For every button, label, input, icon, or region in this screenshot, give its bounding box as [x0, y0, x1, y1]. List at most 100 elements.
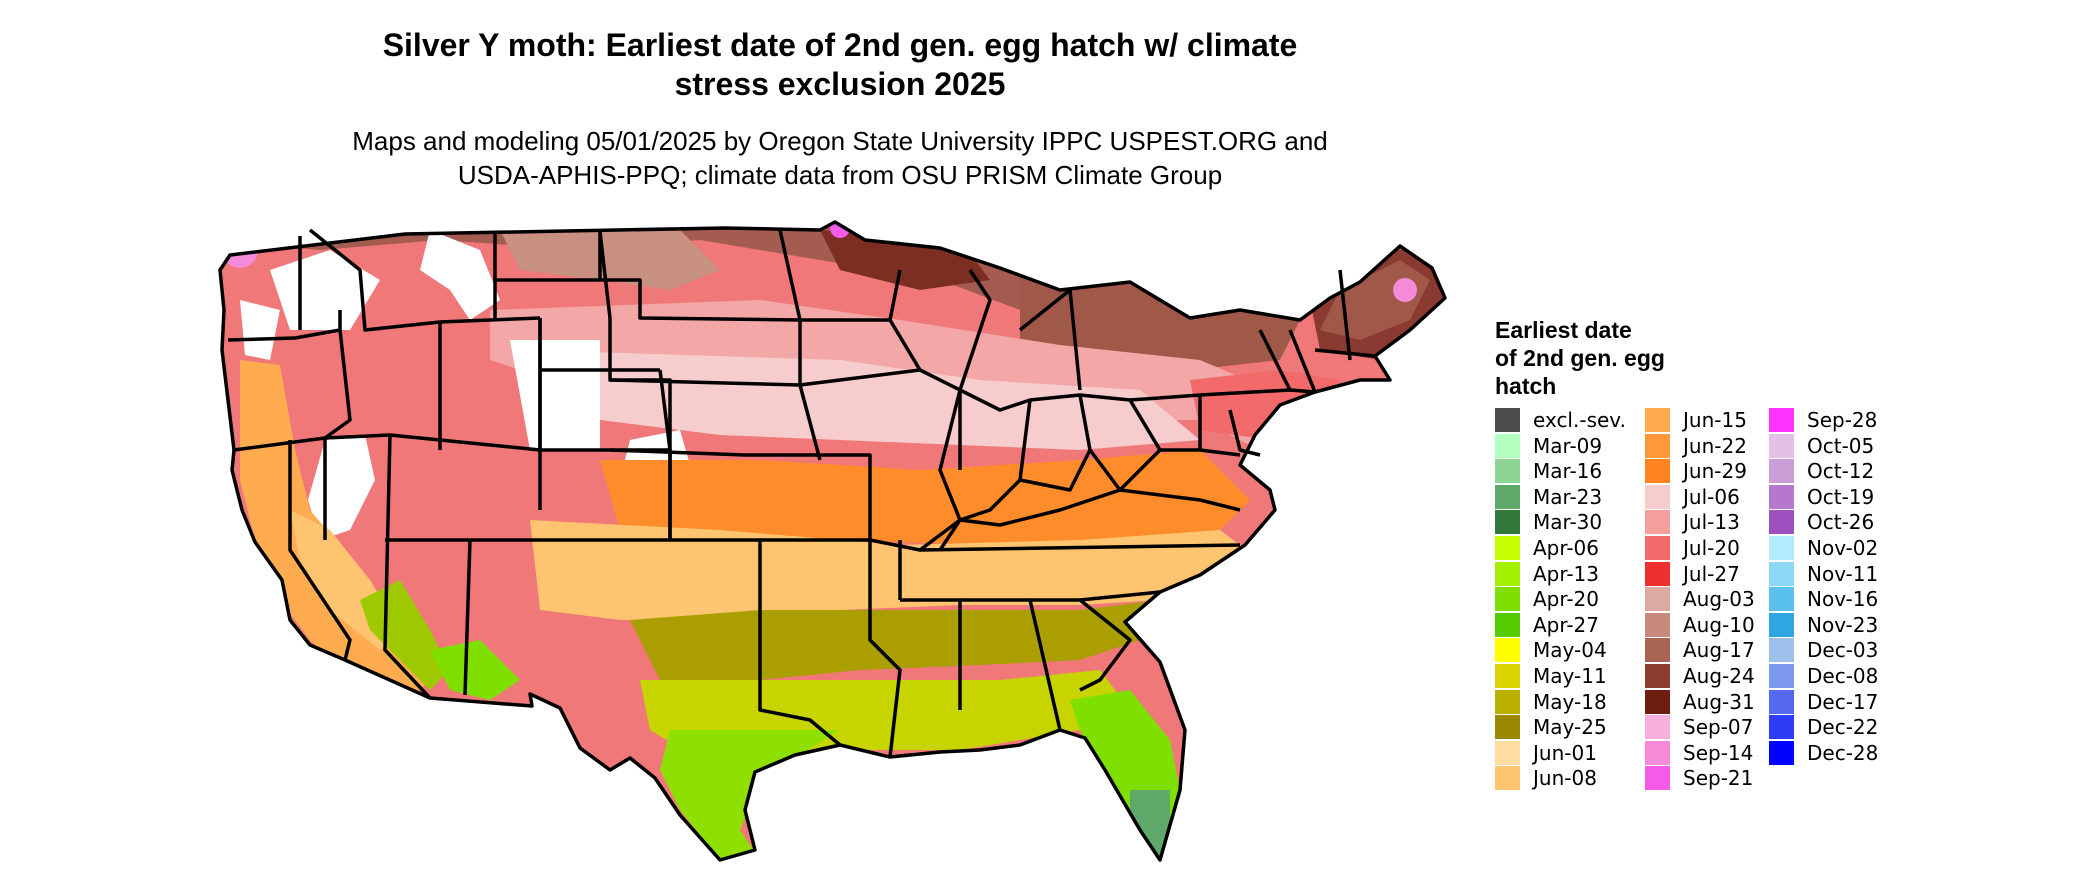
legend-swatch: [1769, 433, 1794, 458]
legend-label: Mar-30: [1533, 510, 1603, 535]
legend-label: Sep-28: [1807, 408, 1878, 432]
legend-swatch: [1495, 612, 1520, 637]
legend-swatch: [1769, 510, 1794, 535]
legend-title: Earliest date of 2nd gen. egg hatch: [1495, 316, 1725, 400]
legend-label: May-11: [1533, 664, 1607, 688]
legend-swatch: [1495, 561, 1520, 586]
legend-swatch: [1645, 689, 1670, 714]
legend-swatch: [1495, 433, 1520, 458]
legend-swatch: [1495, 638, 1520, 663]
legend-label: Jul-27: [1683, 561, 1740, 586]
map-subtitle-line-2: USDA-APHIS-PPQ; climate data from OSU PR…: [457, 160, 1223, 190]
legend-swatch: [1495, 740, 1520, 765]
map-title-line-2: stress exclusion 2025: [674, 66, 1006, 102]
legend-swatch: [1645, 536, 1670, 560]
us-map: [218, 220, 1447, 862]
legend-label: Mar-23: [1533, 484, 1603, 509]
legend-swatch: [1769, 459, 1794, 484]
legend-label: Mar-16: [1533, 459, 1603, 484]
legend-label: Jun-15: [1683, 408, 1747, 432]
legend-label: Oct-19: [1807, 484, 1875, 509]
legend-swatch: [1495, 484, 1520, 509]
legend-swatch: [1645, 561, 1670, 586]
legend-title-line-2: of 2nd gen. egg: [1495, 345, 1665, 371]
legend-swatch: [1645, 638, 1670, 663]
legend-label: Nov-23: [1807, 612, 1879, 637]
legend-label: Jun-08: [1533, 766, 1597, 791]
map-subtitle: Maps and modeling 05/01/2025 by Oregon S…: [300, 124, 1380, 192]
legend-swatch: [1645, 433, 1670, 458]
legend-swatch: [1769, 408, 1794, 432]
legend-label: Jun-22: [1683, 433, 1747, 458]
legend-label: May-18: [1533, 689, 1607, 714]
legend-label: Aug-31: [1683, 689, 1755, 714]
legend-swatch: [1495, 408, 1520, 432]
legend-label: Jul-06: [1683, 484, 1740, 509]
legend-title-line-3: hatch: [1495, 373, 1557, 399]
legend-label: Mar-09: [1533, 433, 1603, 458]
legend-label: excl.-sev.: [1533, 408, 1626, 432]
legend-swatch: [1769, 561, 1794, 586]
legend-swatch: [1645, 664, 1670, 688]
legend-swatch: [1495, 715, 1520, 740]
legend-label: Nov-02: [1807, 536, 1879, 560]
legend-label: Sep-14: [1683, 740, 1754, 765]
legend-swatch: [1645, 612, 1670, 637]
legend-label: Apr-13: [1533, 561, 1599, 586]
legend-swatch: [1495, 510, 1520, 535]
legend-swatch: [1495, 664, 1520, 688]
legend-label: Dec-22: [1807, 715, 1879, 740]
legend-swatch: [1769, 536, 1794, 560]
legend-label: Dec-17: [1807, 689, 1879, 714]
legend-label: Sep-21: [1683, 766, 1754, 791]
legend-swatch: [1495, 536, 1520, 560]
legend-swatch: [1645, 459, 1670, 484]
legend-swatch: [1645, 484, 1670, 509]
map-title-line-1: Silver Y moth: Earliest date of 2nd gen.…: [382, 27, 1298, 63]
legend-swatch: [1645, 740, 1670, 765]
legend-label: Aug-24: [1683, 664, 1755, 688]
legend-label: Jun-01: [1533, 740, 1597, 765]
legend-label: Sep-07: [1683, 715, 1754, 740]
legend-label: Oct-26: [1807, 510, 1875, 535]
legend-label: Aug-17: [1683, 638, 1755, 663]
legend-swatch: [1769, 612, 1794, 637]
legend-swatch: [1769, 484, 1794, 509]
legend-swatch: [1769, 689, 1794, 714]
us-land-raster: [220, 222, 1445, 860]
legend-label: May-25: [1533, 715, 1607, 740]
legend-swatch: [1769, 587, 1794, 612]
state-boundaries: [218, 220, 1447, 862]
legend-label: Jun-29: [1683, 459, 1747, 484]
legend-label: Dec-08: [1807, 664, 1879, 688]
legend-title-line-1: Earliest date: [1495, 317, 1632, 343]
legend-swatch: [1769, 664, 1794, 688]
legend-label: Apr-06: [1533, 536, 1599, 560]
legend-label: Aug-10: [1683, 612, 1755, 637]
legend-label: Aug-03: [1683, 587, 1755, 612]
legend-swatch: [1645, 510, 1670, 535]
legend-swatch: [1645, 408, 1670, 432]
legend-swatch: [1645, 715, 1670, 740]
legend-label: Apr-27: [1533, 612, 1599, 637]
legend-label: Jul-13: [1683, 510, 1740, 535]
legend-swatch: [1645, 766, 1670, 791]
legend-swatch: [1495, 459, 1520, 484]
legend-label: Nov-11: [1807, 561, 1879, 586]
legend-label: Jul-20: [1683, 536, 1740, 560]
legend-swatch: [1769, 715, 1794, 740]
legend-swatch: [1495, 587, 1520, 612]
legend-label: Nov-16: [1807, 587, 1879, 612]
legend-swatch: [1769, 638, 1794, 663]
legend-swatch: [1495, 689, 1520, 714]
legend-label: Dec-03: [1807, 638, 1879, 663]
legend-swatch: [1495, 766, 1520, 791]
legend-label: May-04: [1533, 638, 1607, 663]
map-title: Silver Y moth: Earliest date of 2nd gen.…: [300, 26, 1380, 104]
legend-label: Apr-20: [1533, 587, 1599, 612]
legend-swatch: [1769, 740, 1794, 765]
legend-swatch: [1645, 587, 1670, 612]
legend-label: Oct-12: [1807, 459, 1875, 484]
legend-label: Dec-28: [1807, 740, 1879, 765]
legend-label: Oct-05: [1807, 433, 1875, 458]
